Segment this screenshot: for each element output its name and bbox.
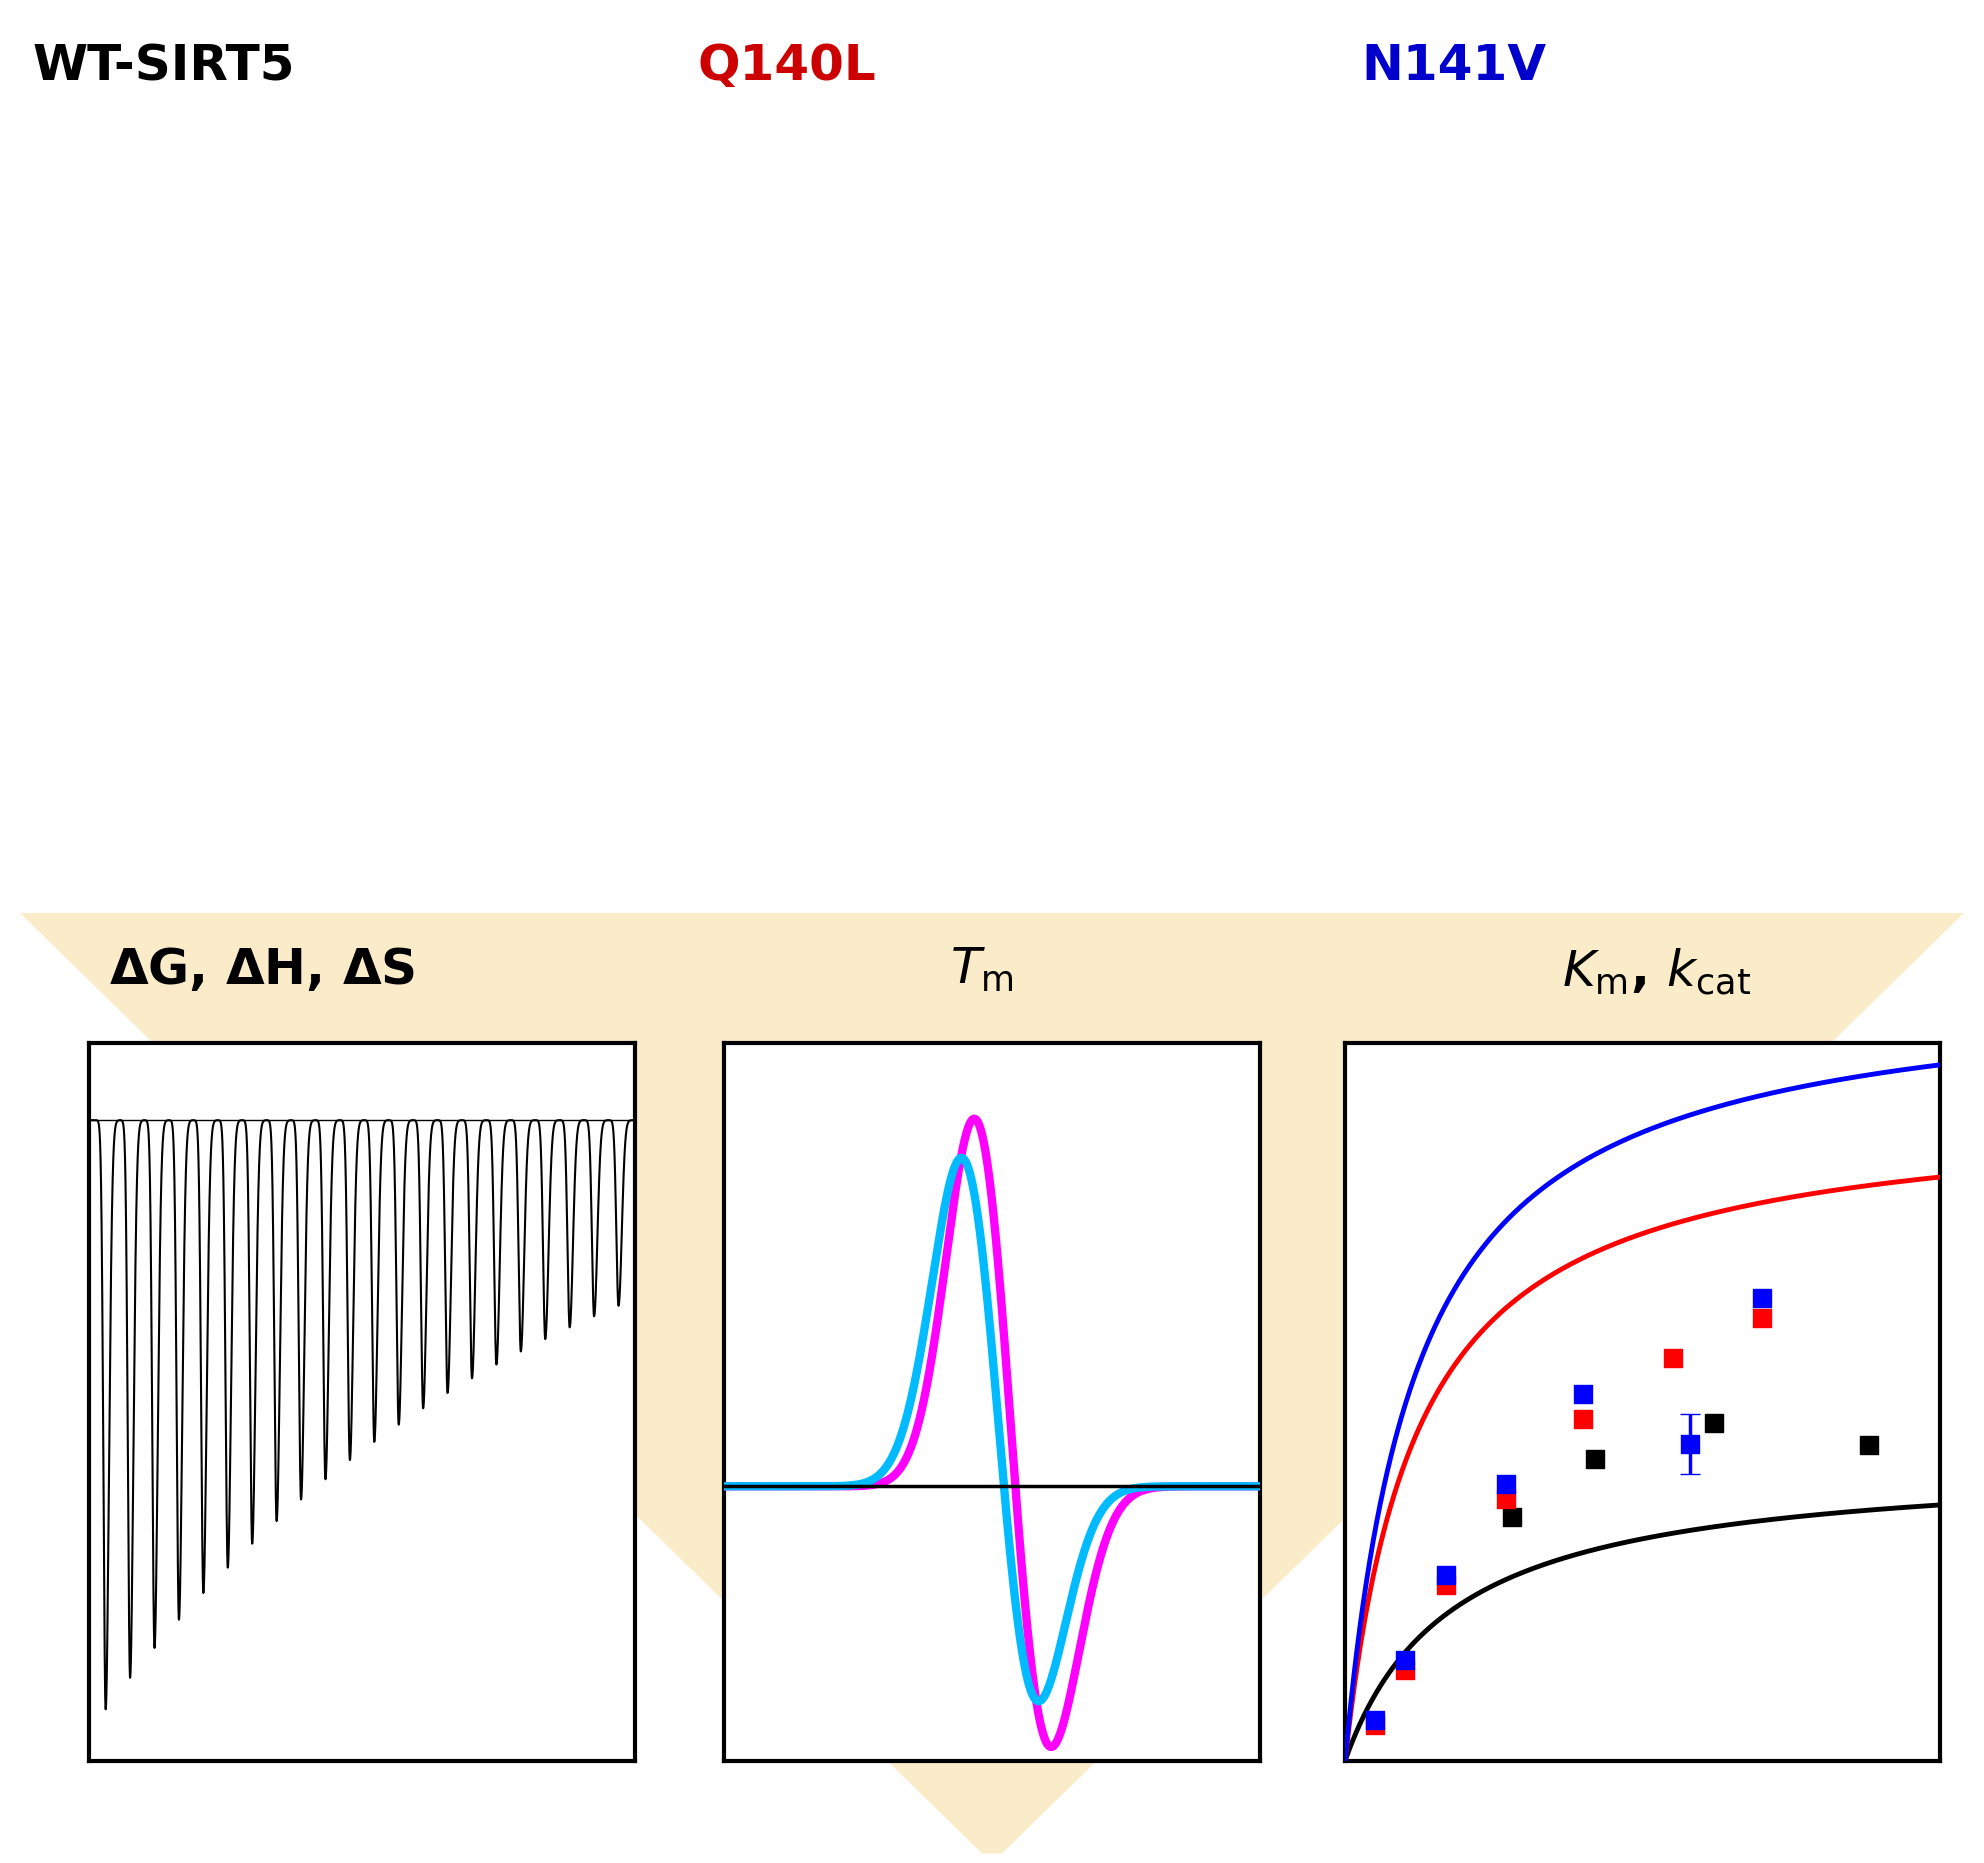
Text: $\mathit{K}_{\mathrm{m}}$, $\mathit{k}_{\mathrm{cat}}$: $\mathit{K}_{\mathrm{m}}$, $\mathit{k}_{… <box>1561 946 1752 997</box>
Text: $\mathbf{\Delta G}$, $\mathbf{\Delta H}$, $\mathbf{\Delta S}$: $\mathbf{\Delta G}$, $\mathbf{\Delta H}$… <box>109 946 415 995</box>
Point <box>1567 1405 1599 1435</box>
Point <box>1657 1343 1688 1373</box>
Point <box>1359 1710 1391 1740</box>
Point <box>1430 1571 1462 1600</box>
Point <box>1567 1379 1599 1408</box>
Point <box>1389 1645 1421 1675</box>
Point <box>1496 1502 1528 1531</box>
Text: N141V: N141V <box>1361 43 1548 89</box>
Point <box>1430 1559 1462 1589</box>
Point <box>1490 1470 1522 1500</box>
Point <box>1674 1429 1706 1459</box>
Point <box>1359 1705 1391 1734</box>
Point <box>1746 1304 1778 1334</box>
Point <box>1698 1408 1730 1438</box>
Text: WT-SIRT5: WT-SIRT5 <box>32 43 296 89</box>
Point <box>1389 1654 1421 1684</box>
Point <box>1746 1284 1778 1313</box>
Text: Q140L: Q140L <box>696 43 875 89</box>
Text: $\mathit{T}_{\mathrm{m}}$: $\mathit{T}_{\mathrm{m}}$ <box>950 946 1014 995</box>
Point <box>1490 1485 1522 1515</box>
Polygon shape <box>20 913 1964 1854</box>
Point <box>1853 1431 1885 1461</box>
Point <box>1579 1444 1611 1474</box>
